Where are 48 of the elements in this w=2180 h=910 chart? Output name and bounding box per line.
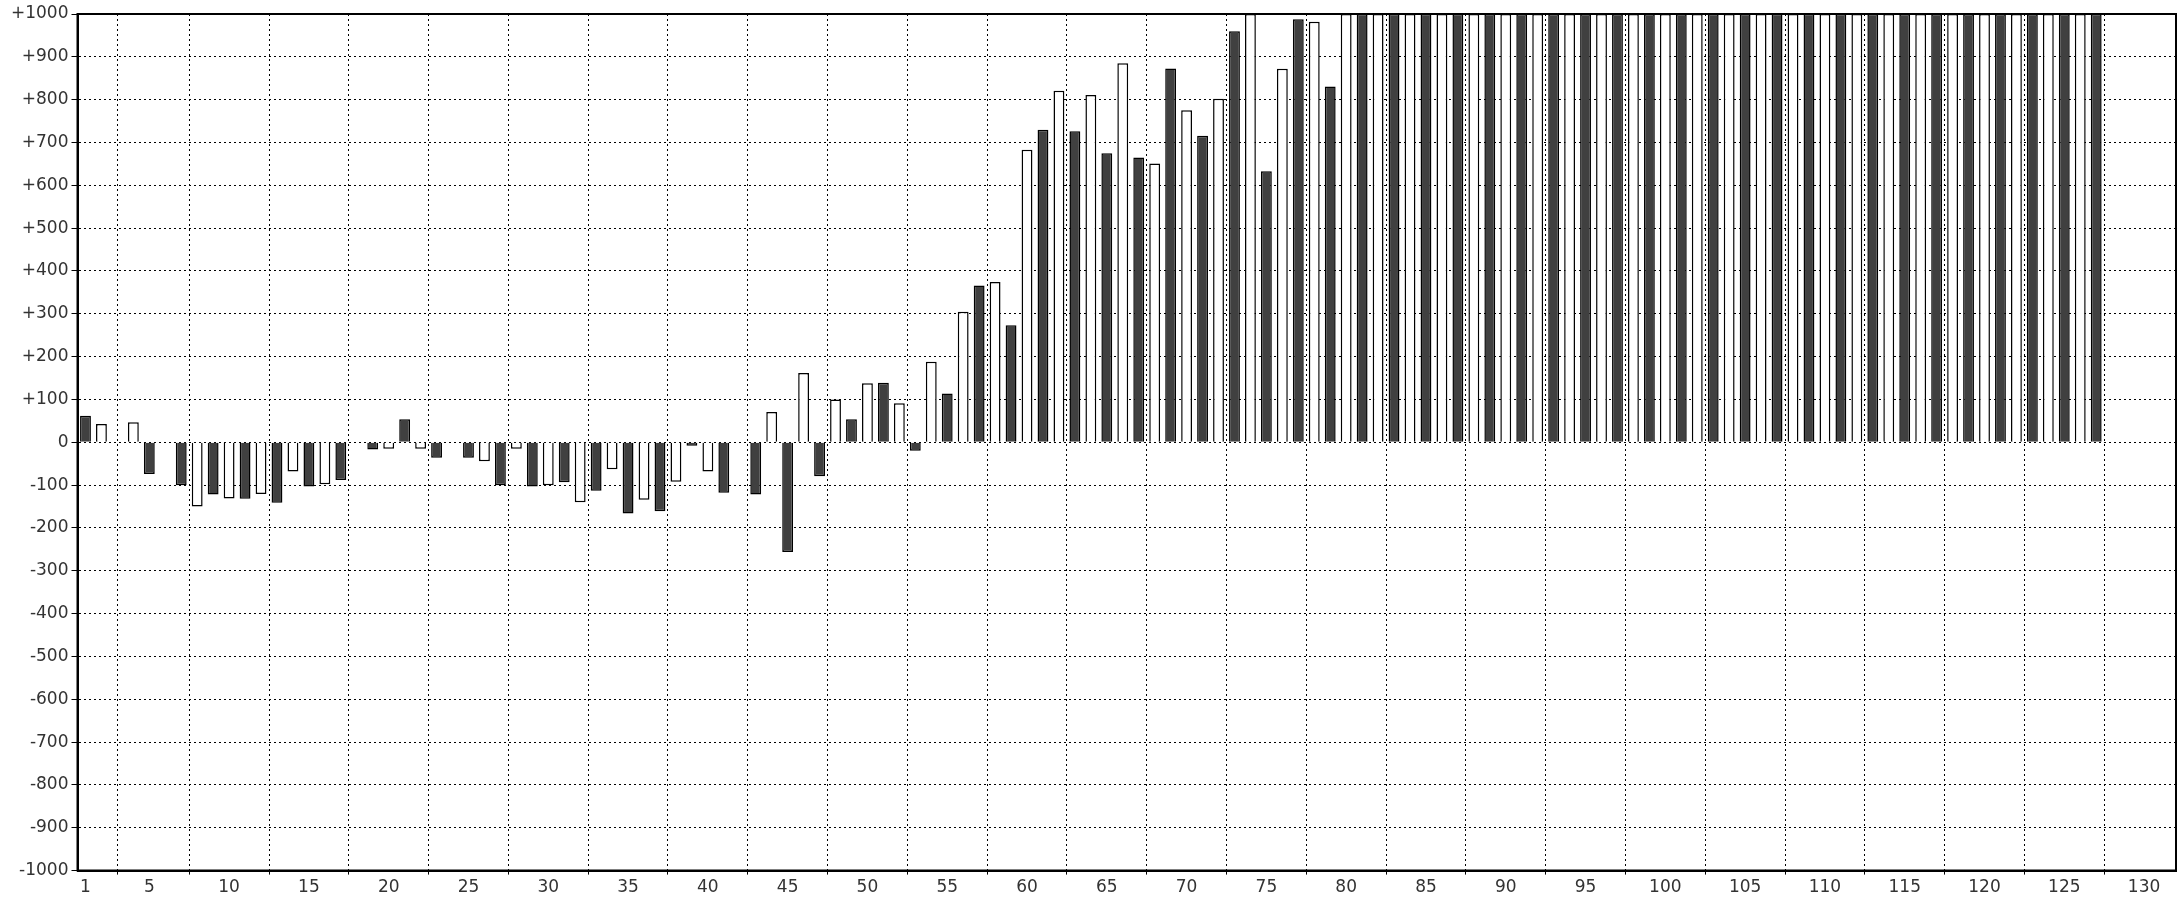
x-tick-label: 130 bbox=[2127, 876, 2161, 897]
x-tick-label: 105 bbox=[1728, 876, 1762, 897]
x-tick-label: 95 bbox=[1574, 876, 1597, 897]
y-tick-label: +800 bbox=[21, 88, 69, 109]
y-tick-label: +200 bbox=[21, 345, 69, 366]
x-tick-label: 90 bbox=[1494, 876, 1517, 897]
x-tick-label: 30 bbox=[537, 876, 560, 897]
x-tick-label: 50 bbox=[856, 876, 879, 897]
x-tick-label: 55 bbox=[936, 876, 959, 897]
y-tick-label: +900 bbox=[21, 45, 69, 66]
x-tick-label: 125 bbox=[2048, 876, 2081, 897]
x-tick-label: 45 bbox=[776, 876, 799, 897]
x-tick-label: 25 bbox=[457, 876, 480, 897]
y-tick-label: +600 bbox=[21, 173, 69, 194]
y-tick-label: -400 bbox=[29, 602, 69, 623]
y-tick-label: -1000 bbox=[19, 859, 69, 880]
y-tick-label: +400 bbox=[21, 259, 69, 280]
x-tick-label: 35 bbox=[617, 876, 639, 897]
x-tick-label: 15 bbox=[298, 876, 320, 897]
y-tick-label: +500 bbox=[21, 216, 69, 237]
y-tick-label: -900 bbox=[29, 816, 69, 837]
y-tick-label: -500 bbox=[29, 644, 69, 665]
x-tick-label: 10 bbox=[218, 876, 240, 897]
y-tick-label: +1000 bbox=[10, 2, 69, 23]
y-tick-label: +100 bbox=[21, 387, 69, 408]
y-tick-label: +300 bbox=[21, 302, 69, 323]
x-tick-label: 100 bbox=[1649, 876, 1682, 897]
y-tick-label: -300 bbox=[29, 559, 69, 580]
y-tick-label: 0 bbox=[57, 430, 69, 451]
x-tick-label: 70 bbox=[1175, 876, 1198, 897]
x-tick-label: 115 bbox=[1888, 876, 1921, 897]
x-tick-label: 60 bbox=[1016, 876, 1038, 897]
x-tick-label: 1 bbox=[80, 876, 91, 897]
y-tick-label: -200 bbox=[29, 516, 69, 537]
x-tick-label: 5 bbox=[143, 876, 155, 897]
y-tick-label: +700 bbox=[21, 130, 69, 151]
x-tick-label: 80 bbox=[1335, 876, 1357, 897]
x-tick-label: 85 bbox=[1415, 876, 1437, 897]
x-tick-label: 40 bbox=[697, 876, 719, 897]
x-tick-label: 120 bbox=[1968, 876, 2001, 897]
x-tick-label: 110 bbox=[1808, 876, 1842, 897]
y-tick-label: -700 bbox=[29, 730, 69, 751]
x-tick-label: 20 bbox=[377, 876, 400, 897]
y-tick-label: -100 bbox=[29, 473, 69, 494]
x-tick-label: 75 bbox=[1255, 876, 1278, 897]
y-tick-label: -800 bbox=[29, 773, 69, 794]
y-tick-label: -600 bbox=[29, 687, 69, 708]
x-tick-label: 65 bbox=[1095, 876, 1118, 897]
